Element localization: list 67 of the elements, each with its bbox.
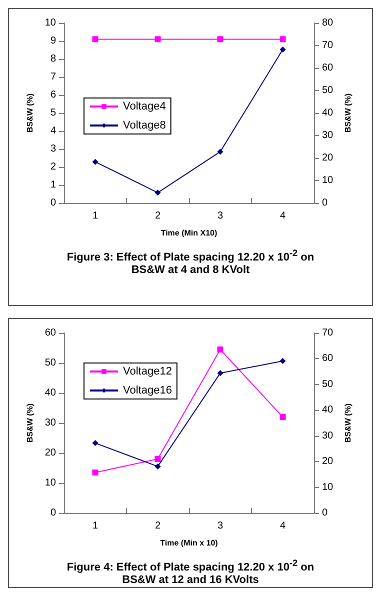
x-tick-label: 4 xyxy=(280,210,286,222)
y2-tick-label: 50 xyxy=(322,378,334,390)
point xyxy=(92,440,98,446)
point xyxy=(217,346,224,352)
x-axis-title: Time (Min x 10) xyxy=(160,538,218,548)
y-tick-label: 6 xyxy=(50,90,56,100)
y2-tick-label: 20 xyxy=(322,456,334,468)
chart-title: Figure 4: Effect of Plate spacing 12.20 x 10$^{-2}$ on BS&W at 12 and 16 KVolts xyxy=(66,558,314,586)
x-tick-label: 4 xyxy=(280,520,286,532)
y2-tick-label: 60 xyxy=(322,353,334,364)
point xyxy=(154,190,161,196)
y-tick-label: 10 xyxy=(44,478,56,488)
y-tick-label: 2 xyxy=(50,162,56,172)
x-tick-label: 3 xyxy=(217,520,224,532)
point xyxy=(92,470,98,476)
y2-tick-label: 0 xyxy=(322,508,328,518)
y2-tick-label: 40 xyxy=(322,404,334,416)
y-axis-title: BS&W (%) xyxy=(25,403,34,443)
x-tick-label: 3 xyxy=(217,210,224,222)
y-axis-title: BS&W (%) xyxy=(25,93,34,133)
x-tick-label: 1 xyxy=(92,520,98,532)
y-tick-label: 50 xyxy=(44,358,56,368)
y2-tick-label: 10 xyxy=(322,175,334,186)
x-axis-title: Time (Min X10) xyxy=(160,228,218,238)
y2-tick-label: 50 xyxy=(322,85,334,96)
y-tick-label: 10 xyxy=(44,18,56,28)
point xyxy=(154,463,161,470)
y-tick-label: 7 xyxy=(50,72,56,82)
y2-tick-label: 0 xyxy=(322,198,328,208)
y-tick-label: 8 xyxy=(50,54,56,64)
y-tick-label: 9 xyxy=(50,36,56,46)
y-tick-label: 40 xyxy=(44,388,56,398)
y2-tick-label: 30 xyxy=(322,430,334,442)
y-tick-label: 20 xyxy=(44,448,56,458)
point xyxy=(280,46,286,53)
y-tick-label: 4 xyxy=(50,126,56,136)
legend-label: Voltage4 xyxy=(123,100,166,112)
point xyxy=(217,370,224,376)
x-tick-label: 2 xyxy=(154,210,161,222)
y-tick-label: 1 xyxy=(50,180,56,190)
y2-tick-label: 60 xyxy=(322,62,334,74)
y2-tick-label: 70 xyxy=(322,40,334,51)
chart-title: Figure 3: Effect of Plate spacing 12.20 x 10$^{-2}$ on BS&W at 4 and 8 KVolt xyxy=(66,248,314,276)
y-tick-label: 3 xyxy=(50,144,56,154)
y2-axis-title: BS&W (%) xyxy=(344,93,353,133)
x-tick-label: 1 xyxy=(92,210,98,222)
y-tick-label: 0 xyxy=(50,508,56,518)
x-tick-label: 2 xyxy=(154,520,161,532)
point xyxy=(280,414,286,420)
y2-tick-label: 40 xyxy=(322,108,334,118)
y-tick-label: 5 xyxy=(50,108,56,118)
legend-label: Voltage8 xyxy=(123,120,166,132)
point xyxy=(92,158,98,165)
y2-tick-label: 30 xyxy=(322,130,334,141)
y-tick-label: 0 xyxy=(50,198,56,208)
y2-tick-label: 20 xyxy=(322,152,334,164)
y2-axis-title: BS&W (%) xyxy=(344,403,353,443)
legend-label: Voltage12 xyxy=(123,366,172,378)
point xyxy=(280,358,286,364)
point xyxy=(217,148,224,155)
y2-tick-label: 10 xyxy=(322,482,334,493)
y-tick-label: 30 xyxy=(44,418,56,428)
y2-tick-label: 70 xyxy=(322,328,334,338)
legend-label: Voltage16 xyxy=(123,384,172,396)
y-tick-label: 60 xyxy=(44,328,56,338)
point xyxy=(154,456,161,462)
y2-tick-label: 80 xyxy=(322,18,334,28)
